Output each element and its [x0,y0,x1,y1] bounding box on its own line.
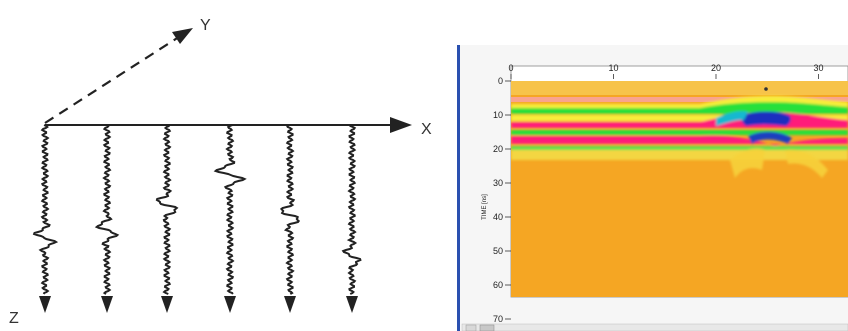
trace-4 [213,124,247,295]
y-tick-label: 30 [493,178,503,188]
band-green-2 [511,130,848,135]
y-tick-label: 50 [493,246,503,256]
y-tick-label: 10 [493,110,503,120]
surface-marker [764,87,768,91]
y-axis-arrowhead [172,28,193,44]
trace-3-arrowhead [161,296,173,313]
trace-1-arrowhead [39,296,51,313]
trace-6 [341,124,362,295]
x-tick-label: 10 [608,63,618,73]
y-axis-line [44,32,186,124]
trace-5 [279,124,301,295]
trace-2 [94,124,120,295]
x-axis-arrowhead [390,117,412,133]
y-tick-label: 0 [498,76,503,86]
y-axis-ticks: 0 10 20 30 40 50 60 70 [493,76,511,324]
x-tick-label: 20 [711,63,721,73]
y-tick-label: 20 [493,144,503,154]
y-tick-label: 60 [493,280,503,290]
y-axis-title: TIME [ns] [482,194,488,220]
y-tick-label: 70 [493,314,503,324]
band-surface-light [511,81,848,95]
trace-1 [32,124,59,295]
band-green-1 [511,102,848,114]
scroll-left-button[interactable] [465,324,477,331]
schematic-diagram: Y X Z [9,17,432,327]
seismic-traces [32,124,362,313]
anomaly-blue-2 [748,131,792,144]
z-axis-label: Z [9,310,19,327]
window-frame [457,45,460,331]
x-tick-label: 30 [813,63,823,73]
trace-3 [155,124,179,295]
scrollbar-track[interactable] [461,323,848,331]
x-axis-ticks: 0 10 20 30 [508,63,824,79]
band-magenta-2 [511,135,848,146]
x-axis-label: X [421,121,432,138]
anomaly-blue-core [741,111,791,126]
trace-6-arrowhead [346,296,358,313]
scroll-thumb[interactable] [479,324,495,331]
y-axis-label: Y [200,17,211,34]
x-tick-label: 0 [508,63,513,73]
trace-2-arrowhead [101,296,113,313]
radar-image [511,81,848,297]
anomaly-tail-right [785,149,828,178]
trace-5-arrowhead [284,296,296,313]
trace-4-arrowhead [224,296,236,313]
radargram-panel: 0 10 20 30 0 10 20 30 40 50 60 70 TIME [ns] [457,45,848,331]
band-pink-top [511,97,848,102]
anomaly-tail-left [730,148,765,178]
band-green-3 [511,146,848,150]
anomaly-cyan [716,111,748,126]
y-tick-label: 40 [493,212,503,222]
